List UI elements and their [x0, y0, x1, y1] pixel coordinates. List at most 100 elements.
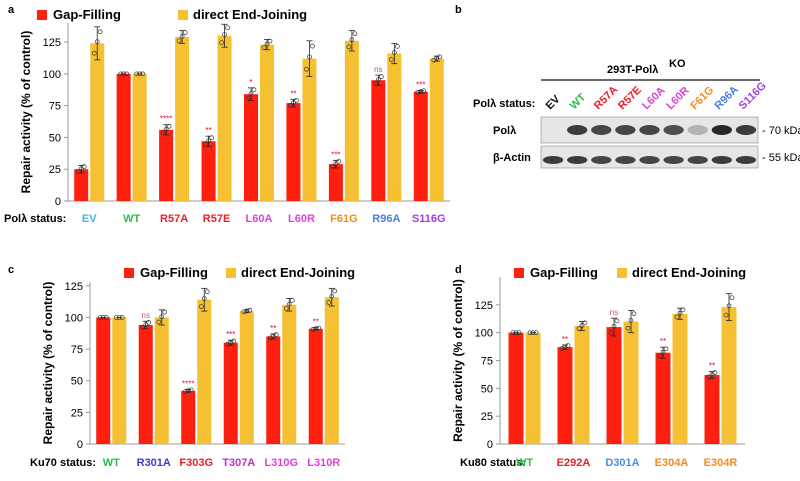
replicate-point-d-1-1-0 [576, 326, 582, 332]
bar-a-ej-1 [132, 73, 147, 201]
y-tick-label-c-4: 100 [65, 312, 83, 324]
replicate-point-a-1-5-2 [310, 43, 315, 49]
replicate-point-a-1-0-1 [94, 39, 100, 45]
replicate-point-c-0-2-1 [185, 388, 191, 394]
replicate-point-c-1-4-0 [283, 306, 289, 311]
replicate-point-a-1-5-0 [304, 66, 309, 72]
blot-lane-label-4: L60A [640, 85, 668, 113]
significance-a-6: *** [331, 150, 340, 159]
significance-d-2: ns [610, 308, 618, 317]
blot-lane-label-3: R57E [616, 84, 644, 112]
blot-cell-line-superscript: KO [669, 58, 686, 70]
chart-d: 0 25 50 75 100 125 Repair activity (% of contr… [451, 277, 745, 469]
legend-d-gap-label: Gap-Filling [530, 265, 598, 280]
replicate-point-c-0-4-2 [273, 332, 279, 337]
significance-a-8: *** [416, 80, 425, 89]
replicate-point-d-0-4-0 [706, 374, 712, 380]
blot-marker-1: - 55 kDa [762, 152, 800, 164]
bar-d-ej-3 [672, 313, 688, 444]
blot-band-0-4 [639, 125, 660, 135]
replicate-point-c-1-1-1 [159, 314, 165, 320]
replicate-point-a-1-3-0 [219, 40, 224, 45]
category-label-c-4: L310G [264, 457, 298, 469]
replicate-point-a-0-5-1 [291, 100, 296, 106]
replicate-point-a-0-6-0 [330, 164, 336, 169]
replicate-point-a-0-2-1 [163, 126, 169, 132]
y-tick-label-d-5: 125 [475, 300, 493, 312]
bar-a-gap-5 [286, 103, 301, 201]
blot-band-0-2 [591, 125, 612, 135]
bar-c-ej-5 [324, 297, 339, 444]
replicate-point-c-1-2-1 [201, 296, 207, 301]
replicate-point-a-0-2-2 [166, 123, 172, 129]
replicate-point-c-0-1-0 [140, 324, 146, 330]
replicate-point-d-0-2-1 [611, 323, 617, 329]
replicate-point-d-1-2-0 [625, 325, 631, 331]
replicate-point-d-1-2-1 [628, 318, 634, 323]
y-tick-label-a-0: 0 [55, 196, 61, 208]
blot-row-label-0: Polλ [493, 125, 516, 137]
replicate-point-c-1-5-0 [326, 300, 332, 305]
blot-lane-label-7: R96A [712, 84, 740, 112]
replicate-point-c-0-1-2 [146, 320, 152, 325]
status-label-a: Polλ status: [4, 213, 66, 225]
replicate-point-a-0-6-2 [336, 159, 342, 164]
replicate-point-a-0-3-1 [206, 138, 211, 144]
blot-band-0-5 [663, 125, 684, 135]
replicate-point-c-1-0-0 [113, 315, 119, 320]
category-label-d-2: D301A [605, 457, 639, 469]
bar-d-gap-3 [655, 352, 671, 444]
legend-a: Gap-Filling direct End-Joining [37, 7, 307, 22]
replicate-point-d-0-0-0 [510, 330, 516, 336]
bar-a-gap-3 [201, 141, 216, 201]
bar-a-ej-3 [217, 35, 232, 201]
category-label-c-0: WT [103, 457, 120, 469]
legend-c: Gap-Filling direct End-Joining [124, 265, 355, 280]
bar-a-gap-2 [159, 129, 174, 201]
significance-d-4: ** [709, 362, 715, 371]
replicate-point-c-1-4-2 [289, 298, 295, 303]
replicate-point-a-0-6-1 [333, 161, 339, 167]
replicate-point-c-1-5-1 [329, 293, 335, 299]
category-label-a-7: R96A [372, 213, 400, 225]
category-label-a-1: WT [123, 213, 140, 225]
y-tick-label-a-5: 125 [43, 37, 61, 49]
replicate-point-a-1-1-2 [140, 71, 146, 77]
bar-a-ej-7 [387, 53, 402, 202]
replicate-point-a-1-2-0 [176, 38, 182, 44]
bar-a-gap-1 [116, 73, 131, 201]
replicate-point-a-0-4-1 [248, 91, 254, 96]
replicate-point-d-0-3-1 [660, 349, 666, 355]
y-tick-label-a-3: 75 [49, 101, 61, 113]
bar-d-gap-2 [606, 327, 622, 444]
replicate-point-a-1-4-0 [261, 45, 267, 51]
replicate-point-c-0-2-0 [182, 389, 188, 394]
blot-band-1-1 [567, 156, 588, 164]
bar-d-ej-1 [574, 325, 590, 444]
replicate-point-d-1-1-2 [582, 320, 588, 326]
replicate-point-d-1-0-2 [533, 330, 539, 336]
category-label-a-0: EV [82, 213, 97, 225]
replicate-point-c-1-4-1 [286, 301, 292, 307]
legend-c-ej-label: direct End-Joining [241, 265, 355, 280]
replicate-point-a-0-4-0 [245, 95, 251, 101]
replicate-point-a-0-8-1 [418, 89, 424, 94]
replicate-point-c-1-3-2 [247, 307, 253, 313]
category-label-a-4: L60A [246, 213, 273, 225]
blot-band-1-2 [591, 156, 612, 164]
blot-lane-label-6: F61G [688, 84, 716, 112]
significance-c-4: ** [270, 324, 276, 333]
bar-a-ej-6 [344, 40, 359, 201]
bar-c-ej-0 [112, 317, 127, 444]
replicate-point-c-1-1-0 [156, 319, 162, 325]
replicate-point-a-1-3-1 [222, 32, 227, 37]
replicate-point-d-1-2-2 [631, 311, 637, 317]
blot-band-1-0 [542, 156, 564, 164]
category-label-a-3: R57E [203, 213, 231, 225]
replicate-point-a-1-6-2 [352, 31, 358, 37]
blot-status-label: Polλ status: [473, 98, 535, 110]
blot-band-0-8 [735, 125, 757, 135]
replicate-point-a-1-2-2 [182, 30, 188, 35]
blot-cell-line: 293T-Polλ [607, 64, 658, 76]
